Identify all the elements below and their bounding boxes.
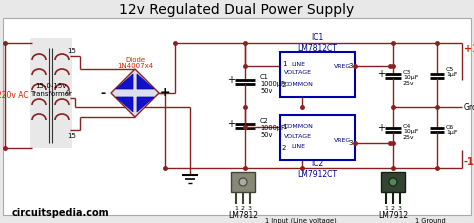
Text: 3: 3 xyxy=(349,63,353,69)
Text: 2: 2 xyxy=(282,82,286,88)
Bar xyxy=(280,52,355,97)
Text: 15: 15 xyxy=(68,133,76,139)
Text: 3: 3 xyxy=(349,140,353,146)
Text: LM7812: LM7812 xyxy=(228,211,258,221)
Bar xyxy=(280,115,355,160)
Text: IC2
LM7912CT: IC2 LM7912CT xyxy=(298,159,337,179)
Text: COMMON: COMMON xyxy=(284,124,314,130)
Text: C3
10μF
25v: C3 10μF 25v xyxy=(403,70,419,86)
Text: VREG: VREG xyxy=(334,138,352,143)
Bar xyxy=(3,18,471,215)
Text: C6
1μF: C6 1μF xyxy=(446,125,457,135)
Text: VREG: VREG xyxy=(334,64,352,68)
Polygon shape xyxy=(116,74,133,89)
Text: 3: 3 xyxy=(248,206,252,211)
Bar xyxy=(30,38,72,148)
Circle shape xyxy=(389,178,397,186)
Text: 2: 2 xyxy=(391,206,395,211)
Text: 0: 0 xyxy=(66,90,70,96)
Text: C4
10μF
25v: C4 10μF 25v xyxy=(403,124,419,140)
Text: C1
1000μF
50v: C1 1000μF 50v xyxy=(260,74,285,94)
Text: 3: 3 xyxy=(398,206,402,211)
Bar xyxy=(231,172,255,192)
Text: 2: 2 xyxy=(282,145,286,151)
Text: C2
1000μF
50v: C2 1000μF 50v xyxy=(260,118,285,138)
Text: 2: 2 xyxy=(241,206,245,211)
Text: 220v AC: 220v AC xyxy=(0,91,29,99)
Text: circuitspedia.com: circuitspedia.com xyxy=(12,208,109,218)
Text: -: - xyxy=(100,87,106,99)
Text: +: + xyxy=(377,69,385,79)
Text: 1 Input (Line voltage)
2 Common
3 Out: 1 Input (Line voltage) 2 Common 3 Out xyxy=(265,218,337,223)
Text: LM7912: LM7912 xyxy=(378,211,408,221)
Text: +: + xyxy=(377,123,385,133)
Text: 15: 15 xyxy=(68,48,76,54)
Polygon shape xyxy=(137,97,154,112)
Text: VOLTAGE: VOLTAGE xyxy=(284,70,312,74)
Text: 12v Regulated Dual Power Supply: 12v Regulated Dual Power Supply xyxy=(119,3,355,17)
Text: Ground: Ground xyxy=(464,103,474,112)
Text: 15-0-15v
Transformer: 15-0-15v Transformer xyxy=(30,83,72,97)
Text: +: + xyxy=(227,75,235,85)
Text: C5
1μF: C5 1μF xyxy=(446,67,457,77)
Circle shape xyxy=(239,178,247,186)
Text: LINE: LINE xyxy=(291,145,305,149)
Bar xyxy=(381,172,405,192)
Text: 1: 1 xyxy=(384,206,388,211)
Polygon shape xyxy=(116,97,133,112)
Text: 1 Ground
2 Input
3 Output: 1 Ground 2 Input 3 Output xyxy=(415,218,446,223)
Text: 1: 1 xyxy=(234,206,238,211)
Text: 1: 1 xyxy=(282,61,286,67)
Text: Diode
1N4007x4: Diode 1N4007x4 xyxy=(117,56,153,70)
Polygon shape xyxy=(137,74,154,89)
Polygon shape xyxy=(111,69,159,117)
Text: +12v: +12v xyxy=(464,44,474,54)
Text: 1: 1 xyxy=(282,124,286,130)
Text: COMMON: COMMON xyxy=(284,83,314,87)
Text: +: + xyxy=(160,87,170,99)
Text: VOLTAGE: VOLTAGE xyxy=(284,134,312,140)
Text: -12v: -12v xyxy=(464,157,474,167)
Text: LINE: LINE xyxy=(291,62,305,66)
Text: +: + xyxy=(227,119,235,129)
Text: IC1
LM7812CT: IC1 LM7812CT xyxy=(298,33,337,53)
